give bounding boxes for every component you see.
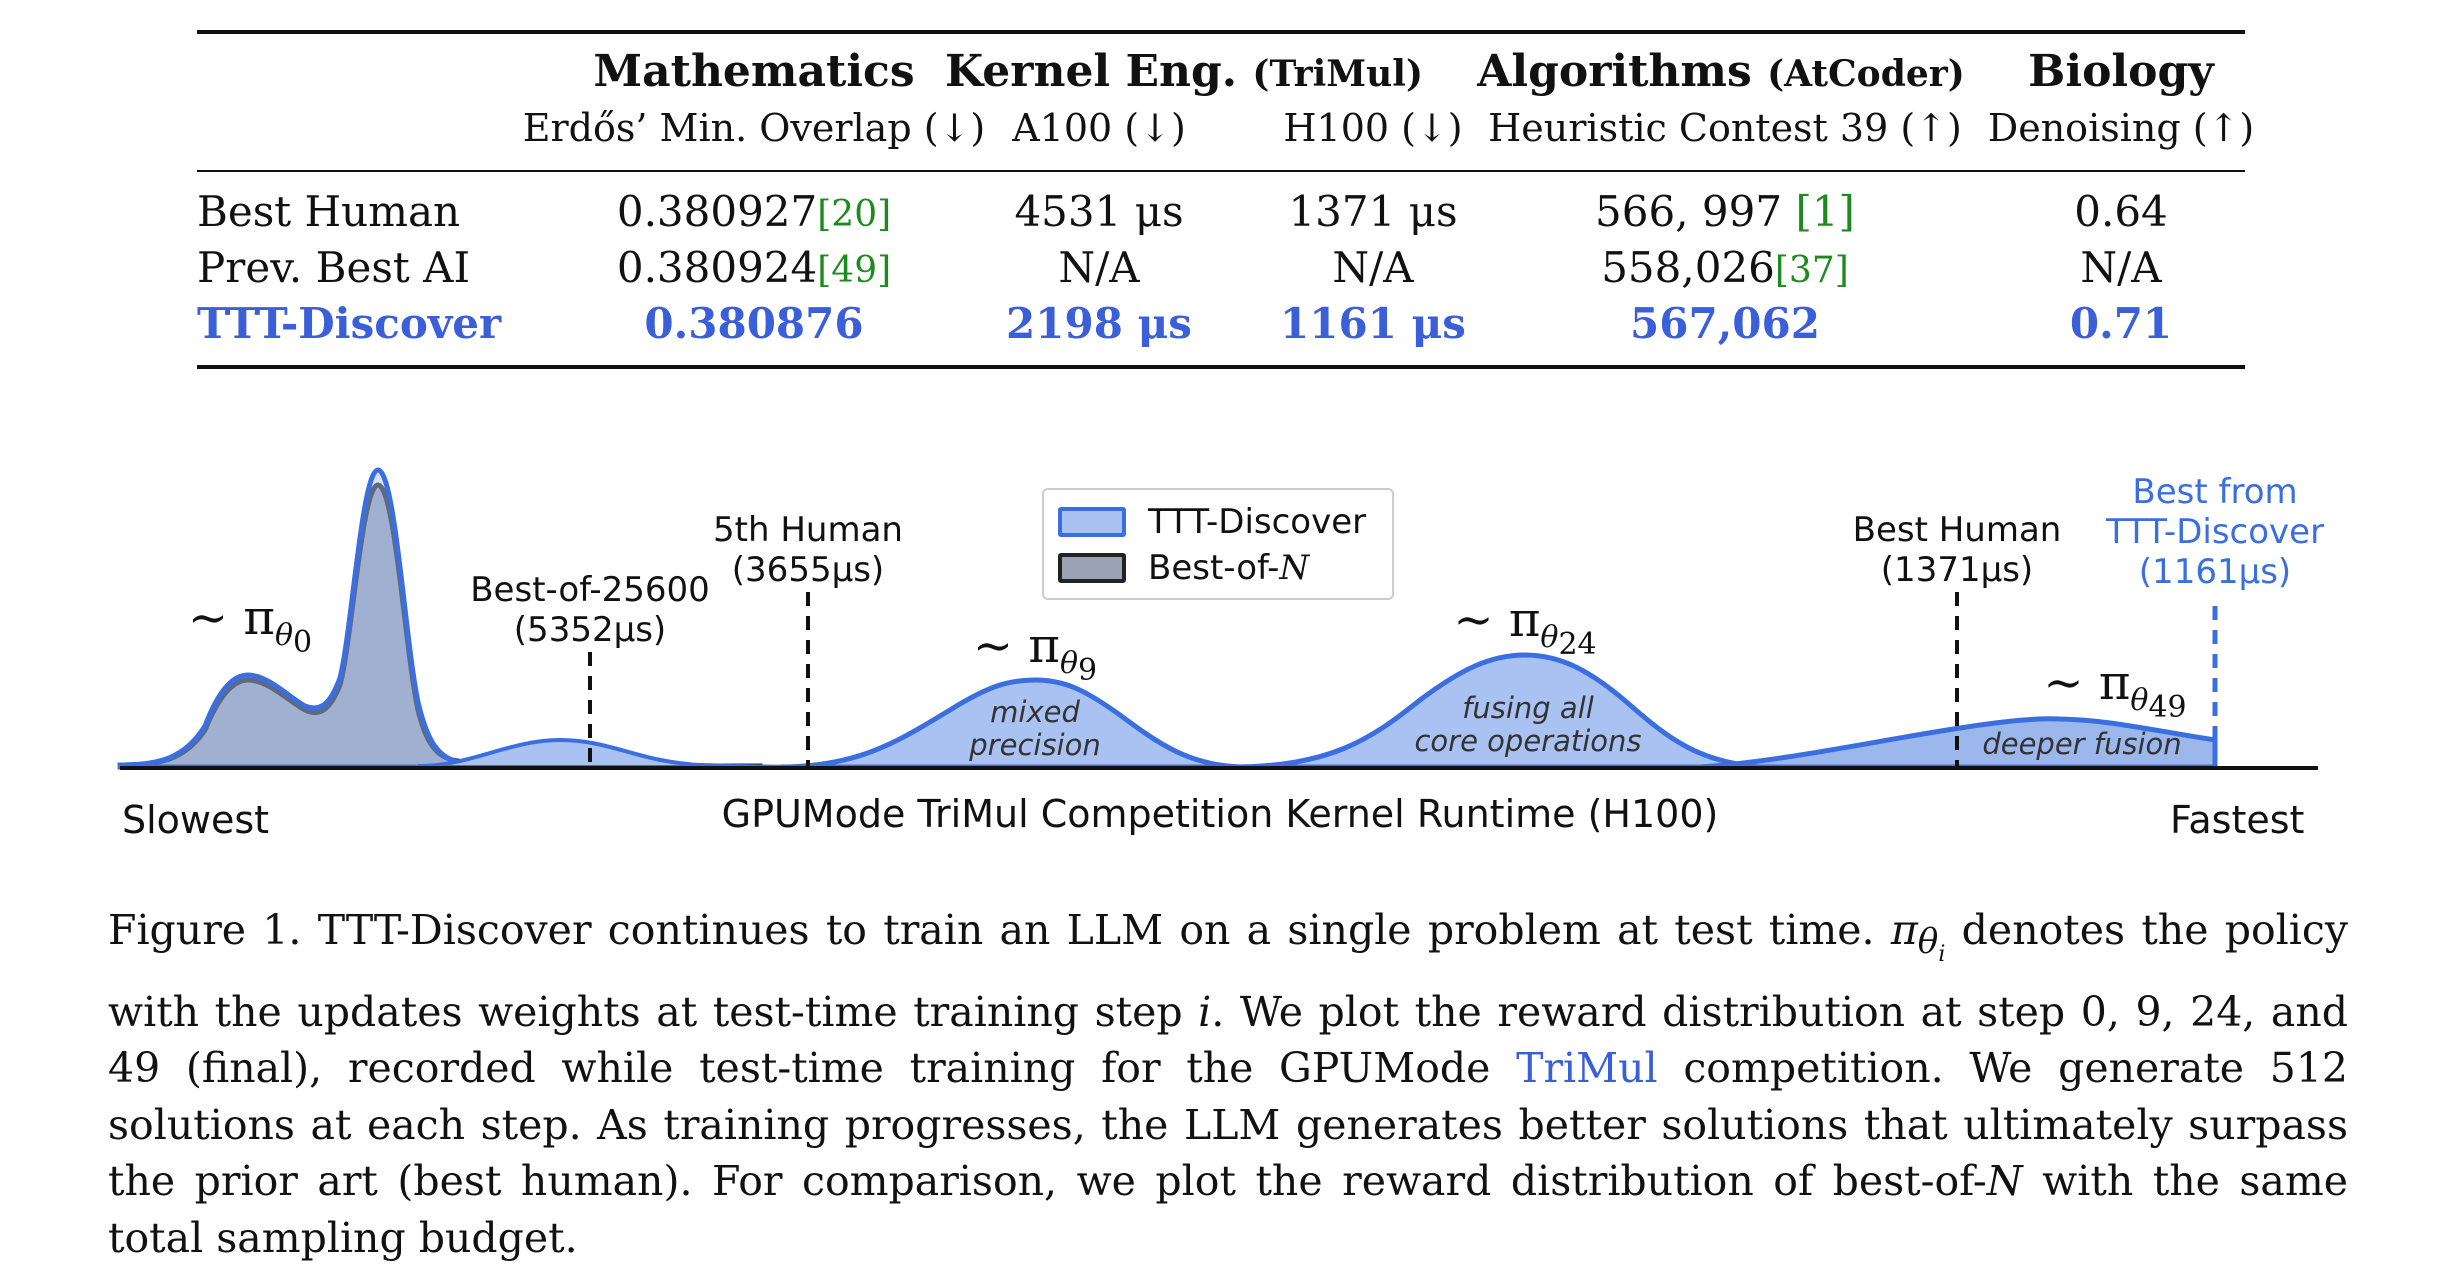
- ttt-step24-distribution: [1229, 652, 1761, 770]
- subheader-erdos: Erdős’ Min. Overlap (↓): [522, 106, 986, 150]
- cell-ttt-denoising: 0.71: [2069, 299, 2173, 348]
- cell-ttt-h100: 1161 μs: [1280, 299, 1466, 348]
- ttt-step0-distribution: [117, 467, 473, 770]
- table-top-rule: [197, 30, 2245, 34]
- distribution-plot: [117, 467, 2318, 770]
- legend-item-ttt: TTT-Discover: [1058, 502, 1366, 542]
- axis-label-slowest: Slowest: [122, 798, 270, 842]
- header-mathematics: Mathematics: [593, 46, 915, 97]
- policy-label-step9: ∼ πθ9: [972, 618, 1098, 688]
- cell-prev-ai-h100: N/A: [1332, 243, 1414, 292]
- best-human-annotation: Best Human (1371μs): [1852, 510, 2062, 590]
- best-ttt-annotation: Best from TTT-Discover (1161μs): [2105, 472, 2325, 592]
- best-of-annotation: Best-of-25600 (5352μs): [470, 570, 710, 650]
- figure-caption: Figure 1. TTT-Discover continues to trai…: [108, 906, 2349, 1262]
- citation[interactable]: [1]: [1795, 187, 1855, 236]
- cell-ttt-heuristic: 567,062: [1630, 299, 1820, 348]
- legend-label-ttt: TTT-Discover: [1148, 502, 1367, 542]
- label-fusing-all: fusing all core operations: [1414, 691, 1642, 758]
- cell-prev-ai-denoising: N/A: [2080, 243, 2162, 292]
- fifth-human-annotation: 5th Human (3655μs): [713, 510, 903, 590]
- label-mixed-precision: mixed precision: [969, 695, 1101, 762]
- row-label-prev-best-ai: Prev. Best AI: [197, 243, 471, 292]
- legend-item-best-of-n: Best-of-N: [1058, 548, 1309, 588]
- cell-best-human-erdos: 0.380927[20]: [616, 187, 892, 236]
- subheader-heuristic: Heuristic Contest 39 (↑): [1488, 106, 1962, 150]
- ttt-step9-distribution: [779, 677, 1241, 770]
- cell-best-human-denoising: 0.64: [2074, 187, 2168, 236]
- legend-swatch-ttt: [1058, 507, 1126, 537]
- cell-ttt-erdos: 0.380876: [644, 299, 864, 348]
- cell-best-human-h100: 1371 μs: [1288, 187, 1458, 236]
- cell-prev-ai-heuristic: 558,026[37]: [1601, 243, 1849, 292]
- subheader-a100: A100 (↓): [1012, 106, 1186, 150]
- runtime-distribution-figure: TTT-Discover Best-of-N Best-of-25600 (535…: [0, 440, 2442, 860]
- subheader-denoising: Denoising (↑): [1987, 106, 2255, 150]
- cell-best-human-a100: 4531 μs: [1014, 187, 1184, 236]
- legend-label-best-of-n: Best-of-N: [1148, 548, 1310, 588]
- label-deeper-fusion: deeper fusion: [1982, 727, 2182, 761]
- legend: TTT-Discover Best-of-N: [1042, 488, 1394, 600]
- policy-label-step24: ∼ πθ24: [1453, 592, 1597, 662]
- policy-label-step49: ∼ πθ49: [2043, 655, 2187, 725]
- trimul-link[interactable]: TriMul: [1516, 1044, 1658, 1093]
- ttt-small-bump: [418, 737, 821, 769]
- table-bottom-rule: [197, 365, 2245, 369]
- axis-label-fastest: Fastest: [2170, 798, 2305, 842]
- row-label-ttt-discover: TTT-Discover: [197, 299, 502, 348]
- policy-label-step0: ∼ πθ0: [187, 590, 313, 660]
- header-kernel-eng: Kernel Eng. (TriMul): [945, 46, 1423, 97]
- row-label-best-human: Best Human: [197, 187, 461, 236]
- header-algorithms: Algorithms (AtCoder): [1477, 46, 1965, 97]
- citation[interactable]: [20]: [817, 194, 892, 235]
- cell-prev-ai-a100: N/A: [1058, 243, 1140, 292]
- axis-title: GPUMode TriMul Competition Kernel Runtim…: [721, 792, 1719, 836]
- legend-swatch-best-of-n: [1058, 553, 1126, 583]
- citation[interactable]: [49]: [817, 250, 892, 291]
- header-biology: Biology: [2028, 46, 2214, 97]
- table-mid-rule: [197, 170, 2245, 172]
- cell-prev-ai-erdos: 0.380924[49]: [616, 243, 892, 292]
- citation[interactable]: [37]: [1774, 250, 1849, 291]
- subheader-h100: H100 (↓): [1283, 106, 1463, 150]
- cell-best-human-heuristic: 566, 997 [1]: [1595, 187, 1855, 236]
- cell-ttt-a100: 2198 μs: [1006, 299, 1192, 348]
